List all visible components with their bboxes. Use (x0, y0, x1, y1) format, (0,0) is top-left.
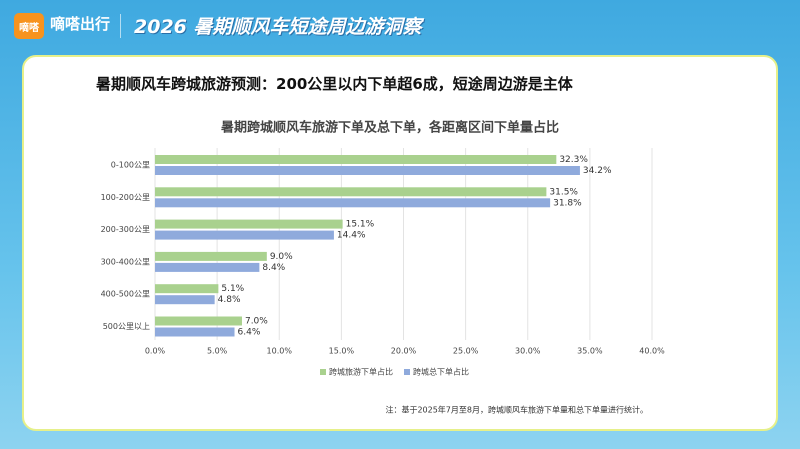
logo: 嘀嗒 (14, 13, 44, 39)
bar (155, 316, 242, 326)
value-label: 32.3% (559, 155, 588, 165)
x-tick-label: 40.0% (639, 347, 665, 356)
note: 注：基于2025年7月至8月，跨城顺风车旅游下单量和总下单量进行统计。 (385, 405, 648, 415)
value-label: 34.2% (583, 166, 612, 176)
y-tick-label: 500公里以上 (103, 322, 150, 331)
value-label: 31.8% (553, 198, 582, 208)
y-tick-label: 300-400公里 (101, 257, 150, 266)
slide-title: 暑期顺风车跨城旅游预测：200公里以内下单超6成，短途周边游是主体 (96, 75, 573, 93)
bar (155, 251, 267, 261)
value-label: 5.1% (221, 284, 244, 294)
separator (120, 14, 121, 38)
x-tick-label: 0.0% (145, 347, 166, 356)
bar (155, 198, 551, 208)
legend-label: 跨城旅游下单占比 (329, 367, 393, 377)
x-tick-label: 30.0% (515, 347, 541, 356)
bar (155, 166, 580, 175)
value-label: 8.4% (262, 263, 285, 273)
x-tick-label: 20.0% (391, 347, 417, 356)
y-tick-label: 0-100公里 (111, 161, 150, 170)
value-label: 7.0% (245, 317, 268, 327)
value-label: 14.4% (337, 231, 366, 241)
bar (155, 284, 219, 294)
bar (155, 295, 215, 305)
legend-label: 跨城总下单占比 (413, 367, 469, 377)
header-title: 2026 暑期顺风车短途周边游洞察 (134, 16, 422, 38)
x-tick-label: 5.0% (207, 347, 228, 356)
chart-title: 暑期跨城顺风车旅游下单及总下单，各距离区间下单量占比 (220, 120, 559, 136)
x-tick-label: 25.0% (453, 347, 479, 356)
bar (155, 155, 557, 164)
legend-swatch (320, 369, 326, 375)
y-tick-label: 400-500公里 (101, 290, 150, 299)
y-tick-label: 200-300公里 (101, 225, 150, 234)
bar (155, 187, 547, 197)
value-label: 15.1% (346, 220, 375, 230)
x-tick-label: 10.0% (267, 347, 293, 356)
x-tick-label: 15.0% (329, 347, 355, 356)
bar (155, 230, 334, 240)
bar (155, 262, 260, 272)
bar (155, 327, 235, 337)
legend-swatch (404, 369, 410, 375)
x-tick-label: 35.0% (577, 347, 603, 356)
value-label: 4.8% (218, 295, 241, 305)
brand: 嘀嗒出行 (50, 15, 111, 33)
value-label: 6.4% (238, 328, 261, 338)
bar (155, 219, 343, 229)
value-label: 9.0% (270, 252, 293, 262)
value-label: 31.5% (549, 187, 578, 197)
y-tick-label: 100-200公里 (101, 193, 150, 202)
